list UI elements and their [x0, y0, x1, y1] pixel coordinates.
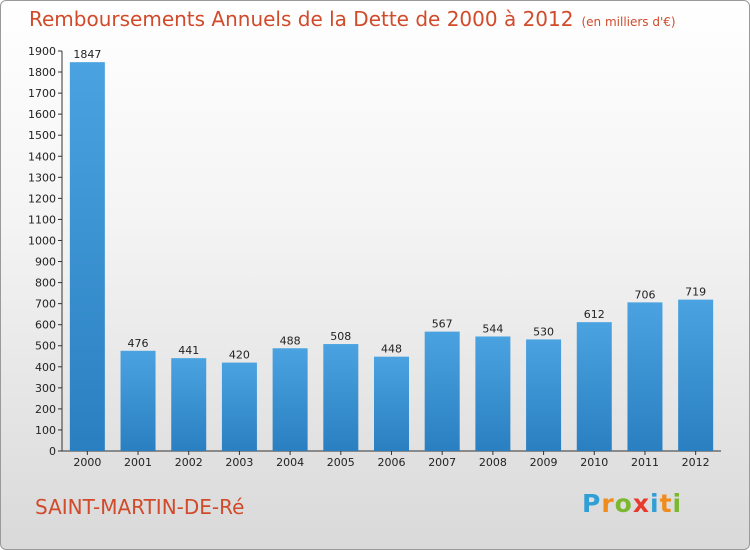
bar: [69, 62, 105, 451]
x-tick-label: 2003: [225, 456, 253, 469]
chart-subtitle: (en milliers d'€): [581, 15, 676, 29]
y-tick-label: 500: [35, 340, 56, 353]
y-tick-label: 1800: [28, 66, 56, 79]
data-label: 508: [330, 330, 351, 343]
y-tick-label: 900: [35, 256, 56, 269]
data-label: 476: [128, 337, 149, 350]
y-tick-label: 800: [35, 277, 56, 290]
logo-letter: t: [659, 489, 673, 518]
x-tick-label: 2000: [73, 456, 101, 469]
data-label: 544: [482, 322, 503, 335]
x-tick-label: 2002: [175, 456, 203, 469]
y-tick-label: 300: [35, 382, 56, 395]
x-tick-label: 2001: [124, 456, 152, 469]
commune-name: SAINT-MARTIN-DE-Ré: [35, 495, 245, 519]
data-label: 420: [229, 349, 250, 362]
data-label: 488: [280, 334, 301, 347]
x-tick-label: 2009: [530, 456, 558, 469]
y-tick-label: 1000: [28, 234, 56, 247]
bar: [374, 356, 409, 451]
y-tick-label: 0: [49, 445, 56, 458]
bar: [323, 344, 359, 451]
chart-title: Remboursements Annuels de la Dette de 20…: [29, 7, 676, 31]
bar: [171, 358, 207, 451]
bar: [475, 336, 511, 451]
x-tick-label: 2006: [378, 456, 406, 469]
y-tick-label: 1600: [28, 108, 56, 121]
bar: [576, 322, 612, 451]
x-tick-label: 2008: [479, 456, 507, 469]
data-label: 706: [634, 288, 655, 301]
y-tick-label: 1300: [28, 171, 56, 184]
y-tick-label: 1700: [28, 87, 56, 100]
data-label: 719: [685, 286, 706, 299]
data-label: 530: [533, 325, 554, 338]
logo-letter: P: [582, 489, 602, 518]
chart-title-text: Remboursements Annuels de la Dette de 20…: [29, 7, 574, 31]
y-tick-label: 1200: [28, 192, 56, 205]
bar: [678, 299, 714, 451]
y-tick-label: 100: [35, 424, 56, 437]
data-label: 612: [584, 308, 605, 321]
bar: [272, 348, 308, 451]
y-tick-label: 400: [35, 361, 56, 374]
data-label: 441: [178, 344, 199, 357]
y-tick-label: 1100: [28, 213, 56, 226]
bar: [120, 350, 156, 451]
data-label: 567: [432, 318, 453, 331]
logo-letter: i: [672, 489, 683, 518]
logo-letter: i: [650, 489, 660, 518]
data-label: 1847: [73, 48, 101, 61]
y-tick-label: 700: [35, 298, 56, 311]
logo-letter: x: [632, 489, 650, 518]
bar: [627, 302, 663, 451]
x-tick-label: 2010: [580, 456, 608, 469]
logo-letter: r: [601, 489, 615, 518]
bar: [526, 339, 562, 451]
logo-letter: o: [614, 489, 633, 518]
y-tick-label: 200: [35, 403, 56, 416]
proxiti-logo: Proxiti: [582, 489, 682, 518]
y-tick-label: 600: [35, 319, 56, 332]
x-tick-label: 2005: [327, 456, 355, 469]
x-tick-label: 2007: [428, 456, 456, 469]
y-tick-label: 1500: [28, 129, 56, 142]
y-tick-label: 1900: [28, 45, 56, 58]
bar: [221, 362, 257, 451]
bar: [424, 331, 460, 451]
x-tick-label: 2011: [631, 456, 659, 469]
data-label: 448: [381, 343, 402, 356]
x-tick-label: 2004: [276, 456, 304, 469]
y-tick-label: 1400: [28, 150, 56, 163]
x-tick-label: 2012: [682, 456, 710, 469]
